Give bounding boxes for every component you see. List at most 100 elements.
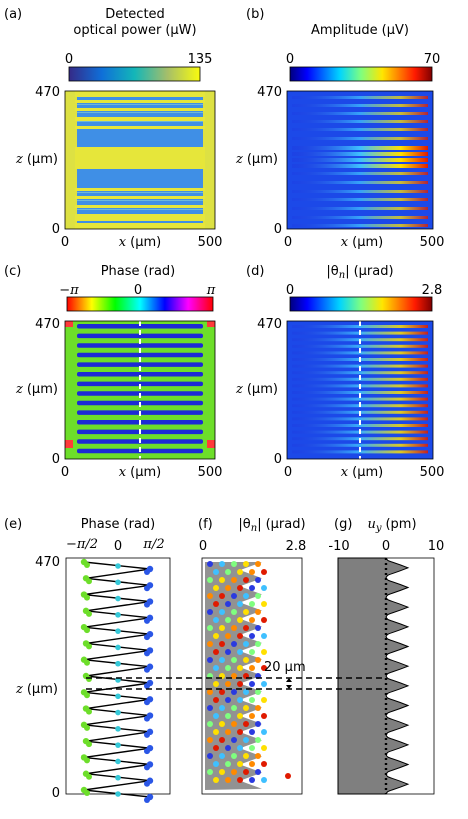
theta-point: [225, 713, 231, 719]
theta-point: [249, 697, 255, 703]
row1-axis-z-min-a: 0: [52, 222, 60, 237]
theta-point: [249, 569, 255, 575]
panel-e-zlabel: z (μm): [15, 682, 58, 697]
phase-point: [115, 563, 121, 569]
theta-point: [231, 657, 237, 663]
panel-a-label: (a): [4, 7, 22, 22]
panel-a-cbar-max: 135: [188, 52, 213, 67]
theta-point: [207, 769, 213, 775]
theta-point: [219, 737, 225, 743]
theta-point: [237, 617, 243, 623]
panel-c-label: (c): [4, 264, 21, 279]
phase-stripe: [77, 324, 203, 329]
phase-point: [115, 709, 121, 716]
phase-point: [144, 601, 150, 608]
row2-axis-z-max-d: 470: [257, 317, 282, 332]
phase-point: [115, 612, 121, 618]
theta-point: [243, 609, 249, 615]
optical-stripe: [75, 100, 205, 103]
theta-point: [225, 569, 231, 575]
phase-point: [86, 643, 92, 650]
theta-point: [213, 585, 219, 591]
theta-point: [255, 657, 261, 663]
theta-point: [219, 625, 225, 631]
theta-point: [237, 649, 243, 655]
theta-point: [261, 713, 267, 719]
theta-point: [213, 697, 219, 703]
panel-a-heatmap: [64, 90, 216, 230]
amplitude-streak: [292, 158, 428, 162]
displacement-fill: [337, 557, 410, 795]
theta-point: [243, 625, 249, 631]
theta-point: [219, 705, 225, 711]
panel-c-cbar-max: π: [206, 283, 216, 298]
theta-point: [219, 769, 225, 775]
theta-streak: [292, 325, 428, 328]
theta-point: [231, 753, 237, 759]
optical-stripe: [75, 223, 205, 229]
theta-point: [213, 649, 219, 655]
panel-b-cbar-max: 70: [424, 52, 441, 67]
theta-point: [225, 649, 231, 655]
theta-point: [261, 777, 267, 783]
row2-zlabel-c: z (μm): [15, 382, 58, 397]
phase-segment: [83, 682, 151, 693]
panel-c: (c) Phase (rad) −π 0 π: [4, 264, 216, 460]
theta-point: [237, 761, 243, 767]
theta-point: [261, 681, 267, 687]
phase-point: [115, 774, 121, 781]
amplitude-streak: [292, 137, 428, 140]
theta-point: [243, 561, 249, 567]
panel-g-label: (g): [334, 517, 352, 532]
panel-d-label: (d): [246, 264, 264, 279]
optical-stripe: [75, 196, 205, 199]
phase-point: [144, 683, 150, 689]
theta-point: [225, 617, 231, 623]
amplitude-streak: [292, 112, 428, 115]
theta-point: [231, 609, 237, 615]
theta-point: [213, 713, 219, 719]
theta-point: [249, 745, 255, 751]
panel-e-label: (e): [4, 517, 22, 532]
theta-point: [207, 721, 213, 727]
theta-point: [207, 705, 213, 711]
row2-xlabel-d: x (μm): [341, 465, 383, 480]
panel-b-colorbar: [289, 66, 433, 82]
phase-stripe: [77, 372, 203, 377]
phase-point: [86, 676, 92, 682]
phase-segment: [85, 763, 151, 775]
theta-point: [243, 769, 249, 775]
panel-g-title: uy (pm): [367, 517, 416, 534]
theta-point: [231, 593, 237, 599]
phase-segment: [83, 714, 151, 726]
phase-point: [84, 594, 90, 601]
row1-xlabel-a: x (μm): [119, 235, 161, 250]
row2-zlabel-d: z (μm): [235, 382, 278, 397]
theta-point: [225, 681, 231, 687]
panel-b-label: (b): [246, 7, 264, 22]
theta-point: [249, 633, 255, 639]
theta-point: [255, 577, 261, 583]
theta-point: [219, 753, 225, 759]
phase-point: [115, 693, 121, 700]
theta-point: [243, 737, 249, 743]
theta-point: [237, 633, 243, 639]
panel-a-title-line2: optical power (μW): [73, 23, 196, 38]
theta-point: [207, 625, 213, 631]
row2-axis-z-min-c: 0: [52, 452, 60, 467]
phase-stripe: [77, 381, 203, 387]
phase-point: [86, 741, 92, 748]
panel-g-tick-right: 10: [428, 539, 445, 554]
theta-streak: [292, 424, 428, 427]
panel-e-tick-mid: 0: [114, 539, 122, 554]
theta-point: [207, 609, 213, 615]
theta-point: [285, 773, 291, 779]
theta-point: [225, 601, 231, 607]
phase-segment: [85, 666, 151, 677]
theta-point: [261, 745, 267, 751]
phase-point: [86, 708, 92, 715]
phase-point: [84, 627, 90, 634]
row2-axis-z-max-c: 470: [35, 317, 60, 332]
theta-point: [225, 777, 231, 783]
